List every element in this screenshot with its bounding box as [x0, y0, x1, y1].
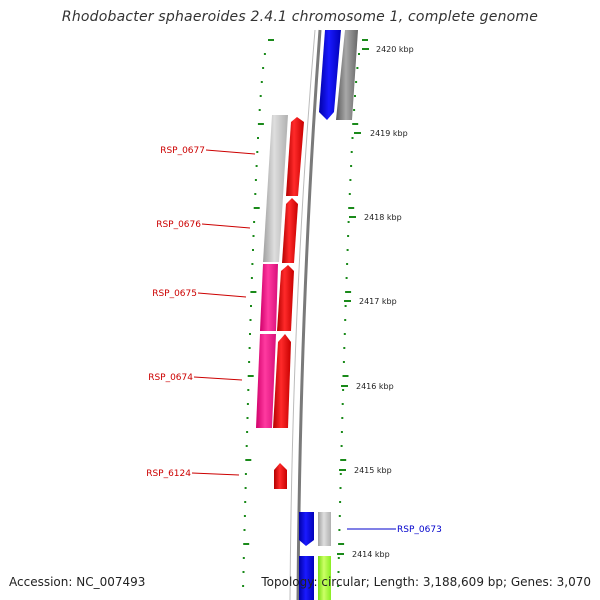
gene-block-silver-bottom: [318, 512, 331, 546]
leader-rsp-0676: [201, 223, 251, 229]
scale-tick-label-2417: 2417 kbp: [359, 297, 397, 306]
gene-label-rsp-0676[interactable]: RSP_0676: [156, 220, 201, 230]
reverse-strand-genes: [256, 115, 288, 428]
scale-tick-label-2414: 2414 kbp: [352, 550, 390, 559]
gene-label-leaders: [191, 149, 396, 530]
gene-arrow-rsp-0675: [277, 265, 294, 331]
chromosome-backbone-inner: [289, 29, 316, 600]
inner-tick-track: [242, 39, 274, 587]
gene-label-rsp-0673[interactable]: RSP_0673: [397, 525, 442, 535]
gene-block-blue-bottom: [299, 556, 314, 600]
bottom-gene-group: [299, 512, 331, 600]
top-gene-group: [319, 30, 358, 120]
gene-block-magenta-lower: [256, 334, 276, 428]
gene-arrow-rsp-0677: [286, 117, 304, 196]
gene-labels: RSP_0677 RSP_0676 RSP_0675 RSP_0674 RSP_…: [146, 146, 442, 535]
gene-block-lime-bottom: [318, 556, 331, 600]
leader-rsp-6124: [191, 472, 240, 476]
gene-block-silver: [263, 115, 288, 262]
gene-label-rsp-0674[interactable]: RSP_0674: [148, 373, 193, 383]
scale-tick-label-2420: 2420 kbp: [376, 45, 414, 54]
scale-tick-label-2416: 2416 kbp: [356, 382, 394, 391]
outer-tick-track: [337, 39, 368, 587]
gene-block-gray-top: [336, 30, 358, 120]
leader-rsp-0675: [197, 292, 247, 298]
scale-tick-label-2418: 2418 kbp: [364, 213, 402, 222]
scale-ticks: 2420 kbp 2419 kbp 2418 kbp 2417 kbp 2416…: [337, 45, 414, 559]
gene-arrow-rsp-6124: [274, 463, 287, 489]
gene-label-rsp-0677[interactable]: RSP_0677: [160, 146, 205, 156]
leader-rsp-0677: [205, 149, 256, 155]
scale-tick-label-2415: 2415 kbp: [354, 466, 392, 475]
gene-arrow-blue-rsp-0673: [299, 512, 314, 546]
map-title: Rhodobacter sphaeroides 2.4.1 chromosome…: [61, 9, 539, 25]
forward-strand-genes: [273, 117, 304, 489]
accession-text: Accession: NC_007493: [9, 575, 146, 589]
chromosome-backbone: [296, 29, 322, 600]
gene-arrow-rsp-0676: [282, 198, 298, 263]
gene-label-rsp-6124[interactable]: RSP_6124: [146, 469, 191, 479]
gene-arrow-blue-top: [319, 30, 341, 120]
gene-arrow-rsp-0674: [273, 334, 291, 428]
scale-tick-label-2419: 2419 kbp: [370, 129, 408, 138]
genome-summary-text: Topology: circular; Length: 3,188,609 bp…: [261, 575, 591, 589]
gene-block-magenta-upper: [260, 264, 278, 331]
leader-rsp-0674: [193, 376, 243, 381]
gene-label-rsp-0675[interactable]: RSP_0675: [152, 289, 197, 299]
